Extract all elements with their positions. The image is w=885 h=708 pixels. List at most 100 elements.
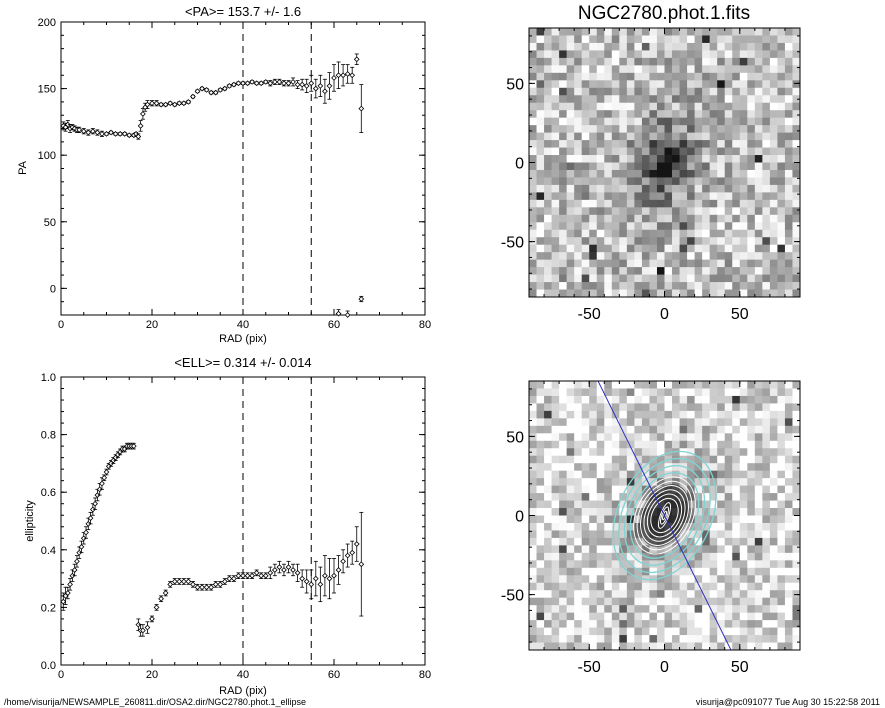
fitimg-pixel [529, 552, 537, 561]
fitimg-pixel [589, 612, 598, 621]
fitimg-pixel [626, 582, 635, 591]
galaxy-pixel [589, 244, 598, 253]
fitimg-pixel [641, 590, 650, 599]
fitimg-ytick-label: 0 [515, 509, 524, 526]
fitimg-pixel [611, 552, 620, 561]
fitimg-pixel [581, 508, 590, 516]
fitimg-pixel [702, 388, 711, 397]
fitimg-pixel [792, 627, 800, 636]
galaxy-pixel [604, 289, 613, 297]
fitimg-pixel [566, 635, 575, 643]
galaxy-pixel [702, 184, 711, 193]
fitimg-pixel [687, 567, 696, 576]
galaxy-pixel [566, 80, 575, 89]
pa-ytick-label: 100 [38, 150, 56, 162]
galaxy-pixel [634, 50, 643, 59]
galaxy-pixel [566, 117, 575, 126]
fitimg-pixel [784, 493, 793, 501]
fitimg-pixel [732, 530, 741, 539]
galaxy-pixel [544, 207, 552, 216]
galaxy-pixel [717, 140, 726, 148]
fitimg-pixel [747, 381, 756, 389]
galaxy-pixel [709, 110, 718, 119]
fitimg-pixel [754, 478, 763, 487]
galaxy-pixel [777, 282, 786, 290]
fitimg-pixel [574, 515, 583, 524]
galaxy-pixel [777, 162, 786, 171]
galaxy-pixel [694, 95, 703, 104]
fitimg-pixel [559, 627, 568, 636]
galaxy-pixel [754, 199, 763, 208]
galaxy-pixel [656, 222, 665, 231]
fitimg-pixel [604, 381, 613, 389]
fitimg-pixel [739, 567, 748, 576]
fitimg-pixel [739, 463, 748, 472]
fitimg-pixel [702, 545, 711, 554]
fitimg-pixel [551, 403, 560, 412]
inner-isophote-contour [636, 480, 693, 551]
fitimg-pixel [709, 635, 718, 643]
galaxy-pixel [544, 42, 552, 51]
galaxy-pixel [551, 244, 560, 253]
fitimg-pixel [754, 620, 763, 628]
fitimg-pixel [611, 560, 620, 569]
fitimg-pixel [634, 560, 643, 569]
fitimg-pixel [596, 493, 605, 501]
fitimg-pixel [611, 620, 620, 628]
galaxy-pixel [792, 177, 800, 186]
fitimg-pixel [739, 448, 748, 457]
pa-point [149, 100, 155, 107]
fitimg-pixel [589, 590, 598, 599]
galaxy-pixel [732, 140, 741, 148]
fitimg-pixel [604, 642, 613, 650]
galaxy-pixel [566, 169, 575, 178]
pa-point [303, 83, 310, 89]
fitimg-pixel [641, 478, 650, 487]
galaxy-pixel [679, 50, 688, 59]
fitimg-pixel [559, 455, 568, 464]
ell-point [74, 558, 80, 565]
fitimg-pixel [604, 478, 613, 487]
fitimg-pixel [536, 620, 545, 628]
galaxy-pixel [717, 177, 726, 186]
fitimg-pixel [574, 612, 583, 621]
fitimg-pixel [732, 605, 741, 614]
fitimg-pixel [702, 403, 711, 412]
galaxy-pixel [687, 35, 696, 44]
galaxy-pixel [672, 207, 680, 216]
galaxy-pixel [792, 207, 800, 216]
galaxy-pixel [649, 80, 658, 89]
galaxy-pixel [551, 184, 560, 193]
fitimg-pixel [611, 388, 620, 397]
pa-xlabel: RAD (pix) [219, 333, 267, 345]
fitimg-pixel [739, 433, 748, 442]
galaxy-pixel [596, 169, 605, 178]
pa-point [221, 85, 228, 92]
fitimg-pixel [754, 463, 763, 472]
galaxy-pixel [784, 282, 793, 290]
pa-point [158, 101, 164, 108]
fitimg-pixel [777, 493, 786, 501]
fitimg-pixel [634, 620, 643, 628]
galaxy-pixel [672, 169, 680, 178]
galaxy-pixel [581, 110, 590, 119]
pa-point [144, 101, 151, 108]
fitimg-pixel [544, 620, 552, 628]
fitimg-pixel [641, 493, 650, 501]
galaxy-pixel [589, 222, 598, 231]
galaxy-pixel [611, 102, 620, 111]
galaxy-pixel [754, 229, 763, 238]
fitimg-pixel [566, 560, 575, 569]
fitimg-pixel [626, 493, 635, 501]
galaxy-pixel [589, 80, 598, 89]
fitimg-pixel [717, 522, 726, 531]
galaxy-pixel [604, 72, 613, 81]
galaxy-pixel [777, 125, 786, 134]
galaxy-pixel [754, 102, 763, 111]
galaxy-pixel [769, 207, 778, 216]
galaxy-pixel [792, 184, 800, 193]
fitimg-pixel [732, 433, 741, 442]
galaxy-pixel [626, 95, 635, 104]
ell-point [144, 624, 151, 631]
fitimg-pixel [762, 560, 771, 569]
